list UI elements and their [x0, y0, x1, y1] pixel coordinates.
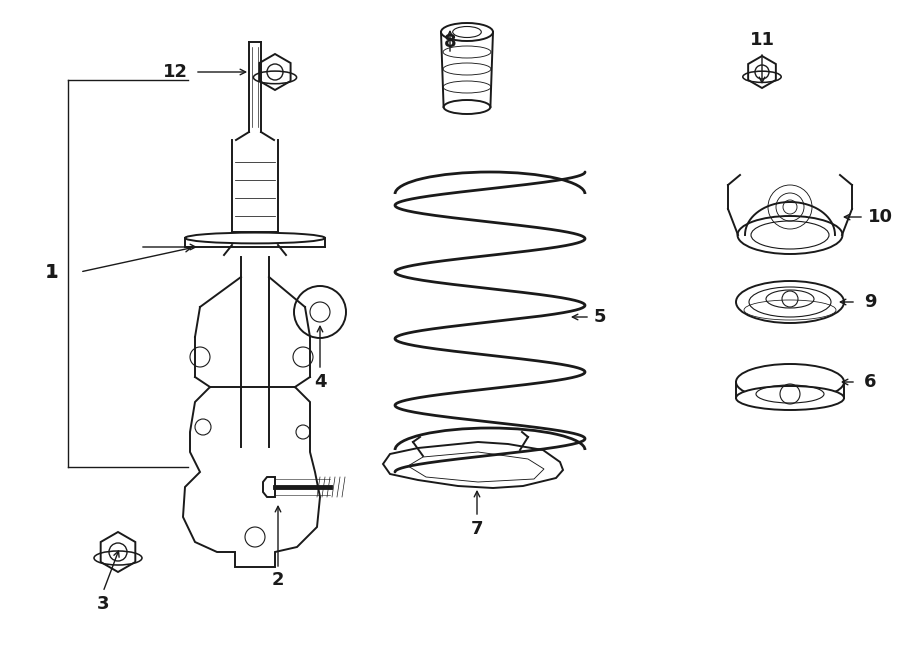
Text: 8: 8: [444, 33, 456, 51]
Text: 6: 6: [864, 373, 877, 391]
Ellipse shape: [736, 386, 844, 410]
Text: 3: 3: [97, 595, 109, 613]
Ellipse shape: [441, 23, 493, 41]
Polygon shape: [383, 442, 563, 488]
Ellipse shape: [766, 290, 814, 308]
Text: 7: 7: [471, 520, 483, 538]
Text: 2: 2: [272, 571, 284, 589]
Ellipse shape: [736, 364, 844, 400]
Ellipse shape: [736, 281, 844, 323]
Text: 11: 11: [750, 31, 775, 49]
Ellipse shape: [453, 26, 482, 38]
Ellipse shape: [737, 216, 842, 254]
Text: 4: 4: [314, 373, 326, 391]
Ellipse shape: [444, 100, 490, 114]
Text: 1: 1: [45, 263, 58, 281]
Text: 5: 5: [594, 308, 607, 326]
Ellipse shape: [294, 286, 346, 338]
Text: 10: 10: [868, 208, 893, 226]
Text: 9: 9: [864, 293, 877, 311]
Text: 1: 1: [46, 263, 58, 281]
Text: 12: 12: [163, 63, 187, 81]
Ellipse shape: [185, 232, 325, 244]
